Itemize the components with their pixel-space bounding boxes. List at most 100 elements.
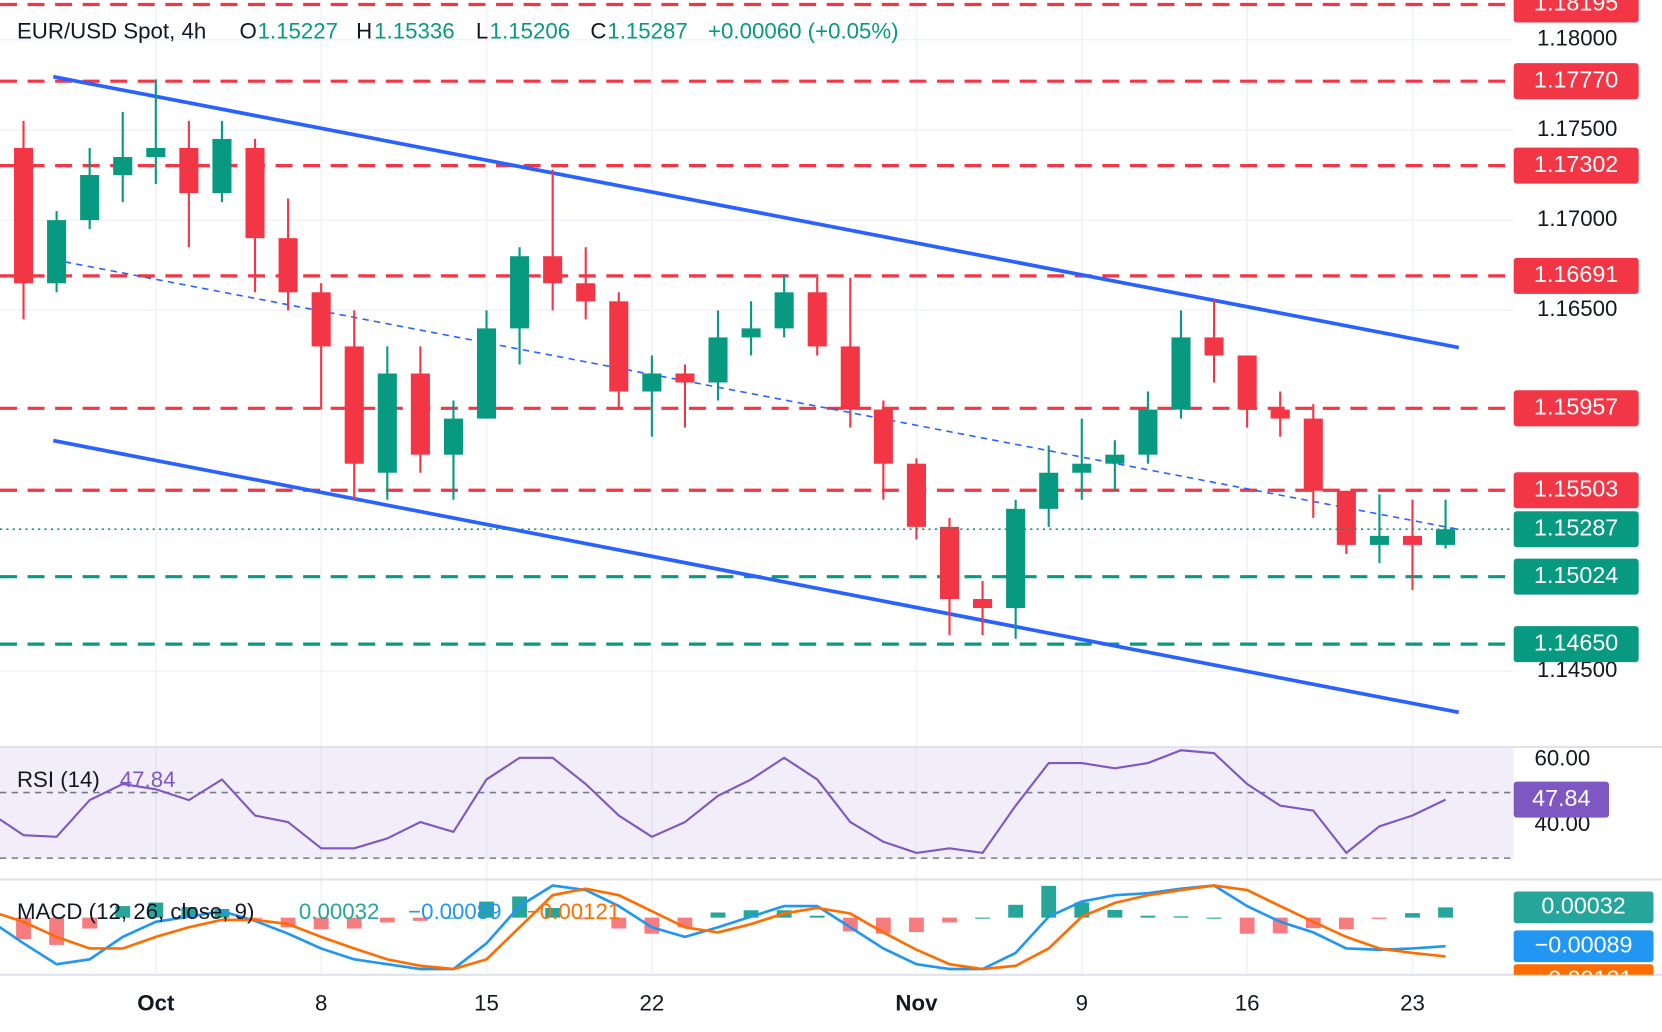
candle-body bbox=[1138, 409, 1158, 455]
level-label: 1.14650 bbox=[1534, 629, 1618, 655]
histogram-bar bbox=[82, 917, 98, 929]
x-tick-label: 8 bbox=[315, 990, 327, 1015]
ohlc-key: O bbox=[240, 19, 257, 44]
channel-line bbox=[52, 438, 1460, 715]
candle-body bbox=[344, 346, 364, 464]
candle-body bbox=[906, 463, 926, 527]
level-label-box bbox=[1513, 0, 1639, 23]
candle-body bbox=[1039, 472, 1059, 509]
rsi-label: 47.84 bbox=[1532, 785, 1590, 811]
y-tick-label: 1.16500 bbox=[1537, 296, 1617, 321]
y-tick-label: 60.00 bbox=[1535, 746, 1591, 771]
candle-body bbox=[873, 409, 893, 464]
macd-label: −0.00089 bbox=[1535, 931, 1633, 957]
histogram-bar bbox=[1008, 904, 1024, 918]
histogram-bar bbox=[1272, 917, 1288, 934]
candle-body bbox=[840, 346, 860, 410]
candle-body bbox=[47, 220, 67, 284]
candle-body bbox=[1006, 508, 1026, 609]
histogram-bar bbox=[1140, 915, 1156, 918]
price-pane bbox=[0, 2, 1514, 715]
candle-body bbox=[741, 328, 761, 338]
histogram-bar bbox=[1173, 916, 1189, 918]
candle-body bbox=[1204, 337, 1224, 356]
macd-pane bbox=[0, 884, 1453, 971]
rsi-band bbox=[0, 746, 1514, 859]
macd-line bbox=[0, 884, 1446, 971]
histogram-bar bbox=[909, 917, 924, 933]
histogram-bar bbox=[1438, 907, 1453, 918]
histogram-bar bbox=[578, 917, 594, 919]
histogram-bar bbox=[346, 917, 362, 929]
macd-value: −0.00089 bbox=[408, 899, 501, 924]
level-label-box bbox=[1513, 472, 1639, 509]
level-label-box bbox=[1513, 257, 1639, 294]
macd-label: −0.00121 bbox=[1535, 965, 1633, 991]
histogram-bar bbox=[181, 907, 197, 918]
candle-body bbox=[377, 373, 397, 473]
candle-body bbox=[1237, 355, 1257, 410]
histogram-label: 0.00032 bbox=[1541, 893, 1625, 919]
histogram-bar bbox=[1041, 885, 1057, 918]
legend-header: EUR/USD Spot, 4h O 1.15227 H 1.15336 L 1… bbox=[17, 19, 899, 924]
level-label: 1.15024 bbox=[1534, 562, 1618, 588]
candle-body bbox=[1270, 409, 1290, 419]
level-label-box bbox=[1513, 558, 1639, 595]
macd-label-box bbox=[1513, 930, 1654, 963]
ohlc-value: 1.15227 bbox=[258, 19, 338, 44]
candle-body bbox=[1336, 490, 1356, 545]
histogram-bar bbox=[115, 906, 131, 918]
candle-body bbox=[311, 292, 331, 347]
macd-hist-value: 0.00032 bbox=[299, 899, 379, 924]
histogram-bar bbox=[677, 917, 693, 928]
ohlc-value: 1.15336 bbox=[374, 19, 454, 44]
candle-body bbox=[410, 373, 430, 455]
candle-body bbox=[642, 373, 662, 392]
histogram-bar bbox=[710, 912, 726, 918]
candle-body bbox=[675, 373, 695, 383]
candle-body bbox=[708, 337, 728, 383]
histogram-bar bbox=[1206, 917, 1222, 919]
x-tick-label: Nov bbox=[895, 990, 938, 1015]
histogram-bar bbox=[479, 901, 494, 918]
candle-body bbox=[1105, 454, 1125, 464]
symbol-title: EUR/USD Spot, 4h bbox=[17, 19, 206, 44]
level-label: 1.15957 bbox=[1534, 393, 1618, 419]
rsi-label-box bbox=[1513, 781, 1610, 818]
ohlc-value: 1.15287 bbox=[607, 19, 687, 44]
x-tick-label: 23 bbox=[1400, 990, 1425, 1015]
x-tick-label: Oct bbox=[137, 990, 175, 1015]
candle-body bbox=[113, 156, 133, 176]
candle-body bbox=[146, 147, 166, 157]
change: +0.00060 (+0.05%) bbox=[708, 19, 899, 44]
level-label: 1.15503 bbox=[1534, 475, 1618, 501]
level-label-box bbox=[1513, 147, 1639, 184]
level-label: 1.17302 bbox=[1534, 151, 1618, 177]
histogram-bar bbox=[942, 917, 957, 923]
rsi-title: RSI (14) bbox=[17, 767, 100, 792]
level-label-box bbox=[1513, 626, 1639, 663]
histogram-bar bbox=[148, 902, 164, 918]
channel-line bbox=[52, 74, 1460, 350]
signal-value: −0.00121 bbox=[527, 899, 620, 924]
level-label: 1.16691 bbox=[1534, 261, 1618, 287]
histogram-bar bbox=[1405, 913, 1420, 918]
candle-body bbox=[1369, 535, 1389, 545]
ohlc-key: C bbox=[590, 19, 606, 44]
y-tick-label: 1.17000 bbox=[1537, 206, 1617, 231]
x-tick-label: 9 bbox=[1076, 990, 1088, 1015]
candle-body bbox=[510, 256, 530, 329]
time-axis: Oct 8 15 22 Nov 9 16 23 bbox=[137, 990, 1425, 1015]
histogram-bar bbox=[214, 908, 230, 918]
candle-body bbox=[609, 301, 629, 392]
ohlc-key: L bbox=[476, 19, 488, 44]
x-tick-label: 22 bbox=[639, 990, 664, 1015]
price-label-box bbox=[1513, 511, 1639, 548]
candle-body bbox=[1303, 418, 1323, 491]
histogram-bar bbox=[611, 917, 627, 929]
histogram-bar bbox=[1371, 917, 1387, 919]
candle-body bbox=[973, 599, 993, 609]
candle-body bbox=[1402, 535, 1423, 545]
price-axis: 1.145001.165001.170001.175001.180001.181… bbox=[1513, 0, 1654, 991]
